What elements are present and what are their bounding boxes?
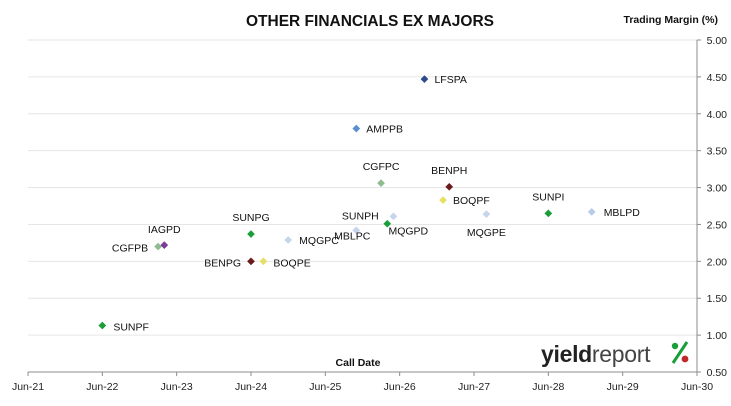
data-point-benpg bbox=[247, 257, 255, 266]
y-tick-label: 3.00 bbox=[707, 183, 728, 195]
x-tick-label: Jun-22 bbox=[86, 381, 118, 393]
data-label-benph: BENPH bbox=[431, 165, 467, 177]
data-label-mqgpc: MQGPC bbox=[299, 235, 339, 247]
x-tick-label: Jun-30 bbox=[681, 381, 713, 393]
logo-text-report: report bbox=[592, 341, 651, 367]
yieldreport-logo: yieldreport bbox=[541, 341, 689, 367]
data-point-cgfpb bbox=[154, 242, 163, 251]
x-tick-label: Jun-28 bbox=[532, 381, 564, 393]
axes bbox=[28, 40, 698, 373]
data-label-iagpd: IAGPD bbox=[148, 224, 181, 236]
logo-text-yield: yield bbox=[541, 341, 592, 367]
data-label-amppb: AMPPB bbox=[366, 124, 403, 136]
y-axis-title: Trading Margin (%) bbox=[624, 14, 719, 26]
data-point-mqgpc bbox=[284, 235, 293, 244]
data-point-mblpd bbox=[587, 207, 596, 216]
y-tick-label: 4.00 bbox=[707, 109, 728, 121]
data-points bbox=[98, 75, 596, 330]
y-tick-label: 1.50 bbox=[707, 293, 728, 305]
data-point-lfspa bbox=[420, 75, 429, 84]
data-point-mblpc bbox=[383, 219, 392, 228]
y-tick-label: 0.50 bbox=[707, 367, 728, 379]
data-label-sunpi: SUNPI bbox=[532, 191, 564, 203]
data-point-amppb bbox=[352, 124, 361, 133]
data-point-boqpe bbox=[259, 257, 268, 266]
x-tick-labels: Jun-21 Jun-22 Jun-23 Jun-24 Jun-25 Jun-26 Jun-… bbox=[12, 372, 713, 393]
data-point-boqpf bbox=[439, 196, 447, 205]
x-tick-label: Jun-24 bbox=[235, 381, 267, 393]
data-label-boqpe: BOQPE bbox=[273, 257, 310, 269]
logo-percent-icon bbox=[671, 341, 689, 364]
data-point-benph bbox=[445, 182, 454, 191]
y-tick-label: 4.50 bbox=[707, 72, 728, 84]
y-tick-label: 2.50 bbox=[707, 219, 728, 231]
chart-title: OTHER FINANCIALS EX MAJORS bbox=[246, 13, 494, 30]
data-label-lfspa: LFSPA bbox=[434, 74, 466, 86]
svg-text:yieldreport: yieldreport bbox=[541, 341, 651, 367]
data-point-sunpf bbox=[98, 321, 107, 330]
data-label-cgfpc: CGFPC bbox=[363, 161, 400, 173]
y-tick-label: 3.50 bbox=[707, 146, 728, 158]
data-label-sunpf: SUNPF bbox=[113, 322, 149, 334]
data-point-sunpi bbox=[544, 209, 553, 218]
y-tick-label: 2.00 bbox=[707, 256, 728, 268]
x-tick-label: Jun-25 bbox=[309, 381, 341, 393]
data-point-cgfpc bbox=[377, 179, 386, 188]
data-label-boqpf: BOQPF bbox=[453, 195, 490, 207]
x-tick-label: Jun-21 bbox=[12, 381, 44, 393]
y-tick-labels: 0.50 1.00 1.50 2.00 2.50 3.00 3.50 4.00 4.50 5.00 bbox=[697, 35, 727, 379]
data-point-mqgpd bbox=[389, 212, 398, 221]
data-label-mblpc: MBLPC bbox=[334, 231, 371, 243]
y-tick-label: 1.00 bbox=[707, 330, 728, 342]
data-point-mqgpe bbox=[482, 210, 491, 219]
data-label-mqgpe: MQGPE bbox=[467, 227, 506, 239]
data-label-cgfpb: CGFPB bbox=[112, 243, 148, 255]
data-label-sunpg: SUNPG bbox=[232, 212, 269, 224]
data-point-sunph bbox=[352, 226, 361, 235]
x-tick-label: Jun-27 bbox=[458, 381, 490, 393]
gridlines bbox=[28, 39, 697, 373]
x-tick-label: Jun-23 bbox=[161, 381, 193, 393]
x-tick-label: Jun-29 bbox=[607, 381, 639, 393]
data-point-iagpd bbox=[160, 241, 169, 250]
data-label-mblpd: MBLPD bbox=[604, 207, 641, 219]
data-label-sunph: SUNPH bbox=[342, 210, 379, 222]
data-point-sunpg bbox=[247, 230, 255, 238]
x-tick-label: Jun-26 bbox=[384, 381, 416, 393]
data-label-mqgpd: MQGPD bbox=[388, 225, 428, 237]
x-axis-title: Call Date bbox=[336, 357, 381, 369]
data-labels: LFSPA AMPPB CGFPC BENPH BOQPF SUNPI MBLPD MQGPE… bbox=[112, 74, 640, 333]
y-tick-label: 5.00 bbox=[707, 35, 728, 47]
data-label-benpg: BENPG bbox=[204, 257, 241, 269]
